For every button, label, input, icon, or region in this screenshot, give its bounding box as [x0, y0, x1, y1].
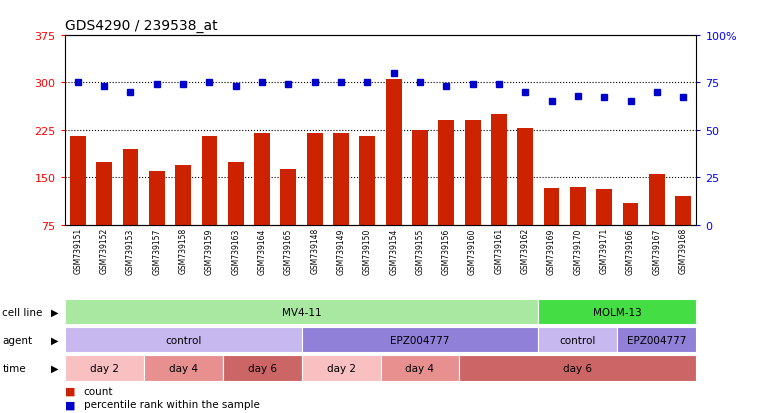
Text: GSM739154: GSM739154 — [389, 228, 398, 274]
Text: GSM739163: GSM739163 — [231, 228, 240, 274]
Text: GSM739170: GSM739170 — [573, 228, 582, 274]
Text: day 2: day 2 — [90, 363, 119, 373]
Text: GSM739161: GSM739161 — [495, 228, 504, 274]
Bar — [281, 170, 296, 225]
Text: EPZ004777: EPZ004777 — [627, 335, 686, 345]
Text: day 6: day 6 — [247, 363, 276, 373]
Text: count: count — [84, 386, 113, 396]
Text: day 2: day 2 — [326, 363, 355, 373]
Bar — [517, 128, 533, 225]
Text: GSM739148: GSM739148 — [310, 228, 319, 274]
Bar — [223, 355, 301, 381]
Text: GSM739167: GSM739167 — [652, 228, 661, 274]
Text: GSM739156: GSM739156 — [442, 228, 451, 274]
Text: control: control — [165, 335, 202, 345]
Bar — [675, 197, 691, 225]
Bar — [301, 327, 539, 353]
Bar — [149, 172, 164, 225]
Text: ▶: ▶ — [51, 363, 59, 373]
Bar — [65, 299, 539, 325]
Text: GSM739171: GSM739171 — [600, 228, 609, 274]
Text: GSM739157: GSM739157 — [152, 228, 161, 274]
Text: GSM739158: GSM739158 — [179, 228, 188, 274]
Bar — [144, 355, 223, 381]
Text: ■: ■ — [65, 399, 75, 409]
Text: GSM739166: GSM739166 — [626, 228, 635, 274]
Bar — [465, 121, 480, 225]
Bar — [539, 299, 696, 325]
Text: control: control — [559, 335, 596, 345]
Bar — [617, 327, 696, 353]
Bar — [460, 355, 696, 381]
Text: GSM739164: GSM739164 — [257, 228, 266, 274]
Text: time: time — [2, 363, 26, 373]
Text: cell line: cell line — [2, 307, 43, 317]
Text: EPZ004777: EPZ004777 — [390, 335, 450, 345]
Bar — [175, 165, 191, 225]
Text: day 4: day 4 — [169, 363, 198, 373]
Text: GSM739169: GSM739169 — [547, 228, 556, 274]
Bar — [202, 137, 218, 225]
Text: GSM739150: GSM739150 — [363, 228, 372, 274]
Bar — [96, 162, 112, 225]
Text: GSM739168: GSM739168 — [679, 228, 688, 274]
Text: day 4: day 4 — [406, 363, 435, 373]
Bar — [228, 162, 244, 225]
Bar — [301, 355, 380, 381]
Bar — [307, 134, 323, 225]
Text: GSM739152: GSM739152 — [100, 228, 109, 274]
Bar — [491, 115, 507, 225]
Text: GSM739160: GSM739160 — [468, 228, 477, 274]
Bar — [622, 203, 638, 225]
Bar — [65, 355, 144, 381]
Bar — [570, 188, 586, 225]
Bar — [380, 355, 460, 381]
Bar — [543, 189, 559, 225]
Text: GSM739149: GSM739149 — [336, 228, 345, 274]
Text: GSM739155: GSM739155 — [416, 228, 425, 274]
Bar — [386, 80, 402, 225]
Text: MOLM-13: MOLM-13 — [593, 307, 642, 317]
Bar — [539, 327, 617, 353]
Text: GSM739151: GSM739151 — [73, 228, 82, 274]
Bar — [649, 175, 665, 225]
Text: GDS4290 / 239538_at: GDS4290 / 239538_at — [65, 19, 218, 33]
Bar — [359, 137, 375, 225]
Bar — [254, 134, 270, 225]
Bar — [333, 134, 349, 225]
Bar — [597, 190, 612, 225]
Bar — [123, 150, 139, 225]
Bar — [412, 131, 428, 225]
Text: ▶: ▶ — [51, 335, 59, 345]
Text: day 6: day 6 — [563, 363, 592, 373]
Text: ■: ■ — [65, 386, 75, 396]
Text: GSM739162: GSM739162 — [521, 228, 530, 274]
Text: agent: agent — [2, 335, 33, 345]
Text: ▶: ▶ — [51, 307, 59, 317]
Bar — [438, 121, 454, 225]
Text: GSM739159: GSM739159 — [205, 228, 214, 274]
Bar — [65, 327, 301, 353]
Text: GSM739165: GSM739165 — [284, 228, 293, 274]
Text: MV4-11: MV4-11 — [282, 307, 321, 317]
Bar — [70, 137, 86, 225]
Text: GSM739153: GSM739153 — [126, 228, 135, 274]
Text: percentile rank within the sample: percentile rank within the sample — [84, 399, 260, 409]
